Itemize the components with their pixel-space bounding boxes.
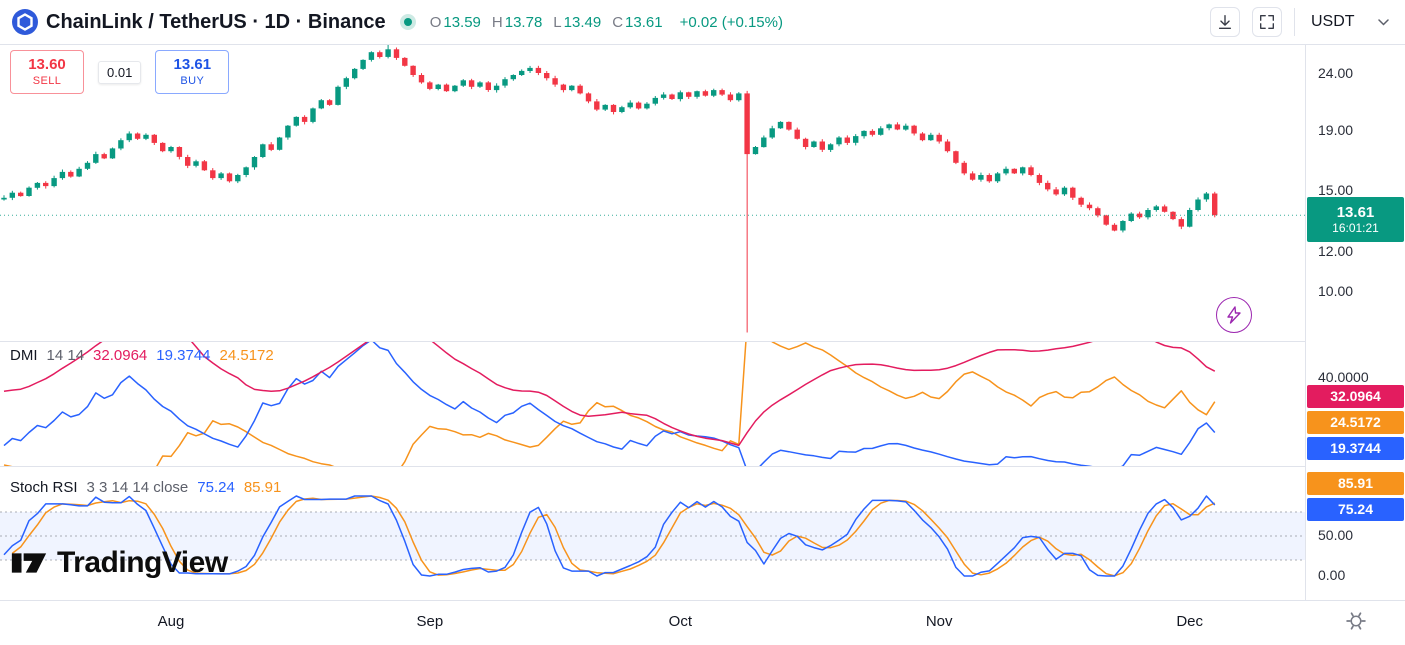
lightning-icon [1227,306,1241,324]
currency-selector[interactable]: USDT [1307,13,1393,31]
stoch-axis-tick: 50.00 [1318,527,1354,543]
high-value: 13.78 [504,13,543,31]
open-label: O [429,13,442,31]
stoch-rsi-params: 3 3 14 14 close [86,479,189,496]
price-pane-canvas[interactable] [0,45,1305,341]
stoch-k-value: 75.24 [197,479,235,496]
time-axis[interactable]: Aug Sep Oct Nov Dec [0,600,1405,645]
dmi-title[interactable]: DMI [10,347,38,364]
dmi-params: 14 14 [46,347,85,364]
last-price-value: 13.61 [1336,204,1375,221]
stoch-rsi-header: Stoch RSI 3 3 14 14 close 75.24 85.91 [10,479,281,496]
tradingview-logo-icon [11,553,47,573]
chart-topbar: ChainLink / TetherUS · 1D · Binance O 13.… [0,0,1405,45]
close-value: 13.61 [625,13,663,31]
stoch-d-value: 85.91 [243,479,282,496]
buy-label: BUY [180,74,205,87]
order-widget: 13.60 SELL 0.01 13.61 BUY [10,50,230,94]
open-readout: O 13.59 [430,14,481,31]
price-tick: 15.00 [1318,182,1354,198]
pane-separator[interactable] [0,466,1405,467]
stoch-pane-canvas[interactable] [0,467,1305,600]
dmi-header: DMI 14 14 32.0964 19.3744 24.5172 [10,347,274,364]
stoch-rsi-title[interactable]: Stoch RSI [10,479,78,496]
month-label: Nov [925,613,953,630]
gear-icon [1346,612,1366,630]
axis-settings-button[interactable] [1346,611,1366,631]
low-label: L [553,13,562,31]
month-label: Oct [668,613,693,630]
ohlc-readout: O 13.59 H 13.78 L 13.49 C 13.61 +0.02 (+0.15… [430,14,783,31]
dmi-adx-value: 32.0964 [93,347,148,364]
dmi-adx-axis-label: 32.0964 [1307,385,1404,408]
buy-button[interactable]: 13.61 BUY [155,50,230,94]
price-axis[interactable]: 24.00 19.00 15.00 12.00 10.00 13.61 16:0… [1305,45,1405,645]
close-readout: C 13.61 [612,14,662,31]
dmi-minus-di-axis-label: 24.5172 [1307,411,1404,434]
high-readout: H 13.78 [492,14,542,31]
download-icon [1218,15,1232,29]
open-value: 13.59 [443,13,481,31]
candle-countdown: 16:01:21 [1332,221,1379,235]
stoch-k-axis-label: 75.24 [1307,498,1404,521]
currency-label: USDT [1311,13,1355,30]
chainlink-logo-icon[interactable] [12,9,38,35]
price-tick: 19.00 [1318,122,1354,138]
stoch-d-axis-label: 85.91 [1307,472,1404,495]
dmi-axis-tick: 40.0000 [1318,369,1369,385]
instant-trading-button[interactable] [1216,297,1252,333]
spread-value: 0.01 [98,60,142,84]
low-readout: L 13.49 [553,14,601,31]
tradingview-watermark[interactable]: TradingView [10,546,228,580]
chevron-down-icon [1378,18,1389,26]
price-tick: 12.00 [1318,243,1354,259]
sell-price: 13.60 [28,55,66,73]
close-label: C [612,13,624,31]
fullscreen-button[interactable] [1252,7,1282,37]
dmi-pane-canvas[interactable] [0,342,1305,466]
dmi-minus-di-value: 24.5172 [219,347,274,364]
stoch-axis-tick: 0.00 [1318,567,1346,583]
market-status-dot [403,18,412,26]
download-button[interactable] [1210,7,1240,37]
market-status-icon[interactable] [399,14,416,30]
sell-button[interactable]: 13.60 SELL [10,50,84,94]
month-label: Aug [157,613,185,630]
high-label: H [491,13,503,31]
change-value: +0.02 (+0.15%) [679,13,783,31]
topbar-right-controls: USDT [1210,7,1393,37]
pane-separator[interactable] [0,341,1405,342]
symbol-title[interactable]: ChainLink / TetherUS · 1D · Binance [46,10,386,33]
month-label: Sep [416,613,444,630]
last-price-label: 13.61 16:01:21 [1307,197,1404,242]
buy-price: 13.61 [173,55,212,73]
dmi-plus-di-axis-label: 19.3744 [1307,437,1404,460]
price-tick: 24.00 [1318,65,1354,81]
month-label: Dec [1176,613,1204,630]
topbar-divider [1294,8,1295,36]
price-tick: 10.00 [1318,283,1354,299]
fullscreen-icon [1260,15,1274,29]
dmi-plus-di-value: 19.3744 [156,347,211,364]
tradingview-wordmark: TradingView [57,546,228,579]
sell-label: SELL [32,74,62,87]
low-value: 13.49 [563,13,602,31]
